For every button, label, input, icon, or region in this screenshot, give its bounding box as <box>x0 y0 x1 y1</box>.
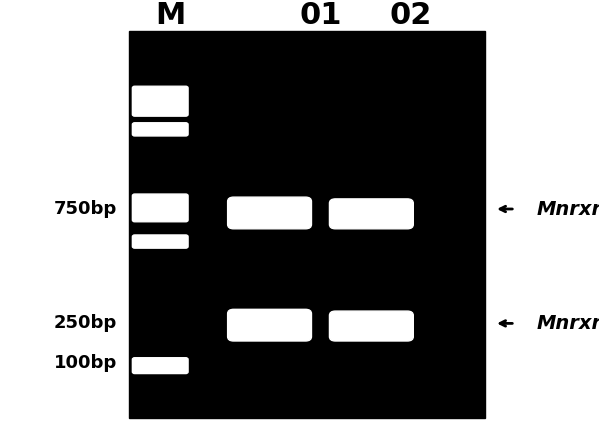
FancyBboxPatch shape <box>132 235 188 248</box>
Text: 750bp: 750bp <box>53 200 117 218</box>
FancyBboxPatch shape <box>132 358 188 374</box>
Text: 02: 02 <box>389 1 431 30</box>
FancyBboxPatch shape <box>132 86 188 116</box>
FancyBboxPatch shape <box>329 199 413 229</box>
Text: Mnrxr-L: Mnrxr-L <box>536 199 599 219</box>
FancyBboxPatch shape <box>329 311 413 341</box>
FancyBboxPatch shape <box>228 309 311 341</box>
FancyBboxPatch shape <box>228 197 311 229</box>
Text: 01: 01 <box>300 1 341 30</box>
Text: Mnrxr-L: Mnrxr-L <box>536 314 599 333</box>
Text: 100bp: 100bp <box>53 354 117 372</box>
FancyBboxPatch shape <box>132 194 188 222</box>
Text: 250bp: 250bp <box>53 315 117 332</box>
Text: M: M <box>156 1 186 30</box>
FancyBboxPatch shape <box>132 123 188 136</box>
Bar <box>129 31 485 418</box>
